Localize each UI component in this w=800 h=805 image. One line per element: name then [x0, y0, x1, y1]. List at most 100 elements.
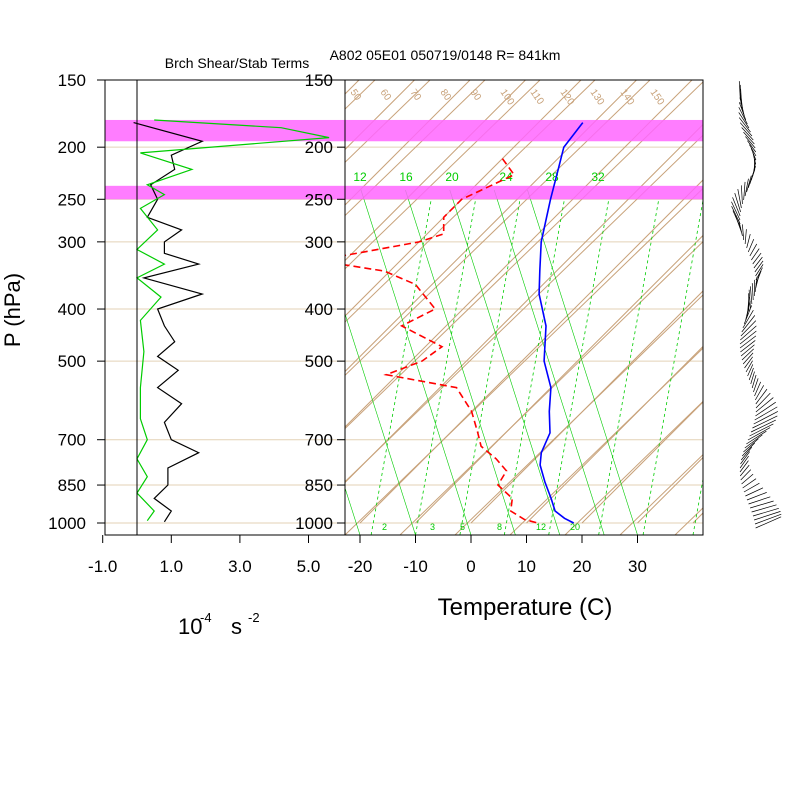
wind-barb [741, 470, 751, 480]
pressure-tick-label-right: 300 [305, 233, 333, 252]
wind-barb [749, 145, 756, 156]
isotherm-line [527, 80, 800, 523]
wind-barb [748, 172, 753, 188]
pressure-tick-label-right: 850 [305, 476, 333, 495]
theta-label: 90 [468, 87, 484, 103]
pressure-tick-label-left: 500 [58, 352, 86, 371]
wind-barb [740, 123, 752, 136]
pressure-tick-label-right: 200 [305, 138, 333, 157]
isotherm-line [638, 80, 800, 523]
isotherm-line [416, 80, 800, 523]
temp-tick-label: 20 [573, 557, 592, 576]
mixing-ratio-label: 8 [497, 522, 502, 532]
wind-barb [747, 234, 751, 248]
wind-barb [746, 431, 766, 444]
unit-exp: -4 [200, 610, 212, 625]
wind-barb [752, 505, 777, 512]
dry-adiabat-line [0, 80, 320, 535]
isotherm-line [0, 80, 193, 523]
dry-adiabat-line [345, 80, 800, 535]
isotherm-line [749, 80, 800, 523]
theta-e-label: 16 [399, 170, 413, 184]
temp-tick-label: 10 [517, 557, 536, 576]
wind-barb [741, 185, 742, 204]
pressure-tick-label-right: 250 [305, 190, 333, 209]
wind-barb [742, 474, 754, 484]
theta-e-label: 12 [353, 170, 367, 184]
pressure-tick-label-left: 250 [58, 190, 86, 209]
isotherm-line [693, 80, 800, 523]
pressure-tick-label-right: 500 [305, 352, 333, 371]
right-panel-title: A802 05E01 050719/0148 R= 841km [330, 47, 561, 63]
left-panel-title: Brch Shear/Stab Terms [165, 55, 309, 71]
pressure-tick-label-left: 700 [58, 431, 86, 450]
left-x-tick-label: 3.0 [228, 557, 252, 576]
pressure-tick-label-right: 150 [305, 71, 333, 90]
theta-label: 60 [378, 87, 394, 103]
theta-label: 150 [648, 87, 667, 107]
dry-adiabat-line [510, 80, 800, 535]
pressure-tick-label-right: 400 [305, 300, 333, 319]
isotherm-line [194, 80, 637, 523]
left-x-tick-label: 1.0 [159, 557, 183, 576]
wind-barb [755, 382, 761, 396]
wind-barb [748, 364, 753, 376]
wind-barb [740, 465, 749, 476]
theta-label: 140 [618, 87, 637, 107]
theta-label: 70 [408, 87, 424, 103]
pressure-tick-label-right: 700 [305, 431, 333, 450]
temp-tick-label: -20 [348, 557, 373, 576]
dry-adiabat-line [620, 80, 800, 535]
wind-barb [748, 428, 770, 440]
pressure-tick-label-left: 400 [58, 300, 86, 319]
theta-label: 120 [558, 87, 577, 107]
mixing-ratio-label: 2 [382, 522, 387, 532]
wind-barb [742, 128, 754, 140]
stability-term-line [137, 120, 329, 521]
pressure-tick-label-right: 1000 [295, 514, 333, 533]
pressure-axis-label: P (hPa) [0, 273, 25, 347]
wind-barb [753, 508, 779, 516]
highlight-band [105, 120, 703, 141]
pressure-tick-label-left: 850 [58, 476, 86, 495]
isotherm-line [0, 80, 304, 523]
unit-s: s [231, 614, 242, 639]
wind-barb [752, 283, 753, 300]
wind-barb [747, 141, 755, 152]
isotherm-line [27, 80, 470, 523]
highlight-band [105, 186, 703, 199]
wind-barb [751, 249, 759, 260]
dry-adiabat-line [400, 80, 800, 535]
mixing-ratio-label: 3 [430, 522, 435, 532]
unit-base: 10 [178, 614, 202, 639]
highlight-bands [105, 120, 703, 199]
theta-label: 110 [528, 87, 546, 107]
wind-barb [755, 385, 763, 400]
pressure-tick-label-left: 1000 [48, 514, 86, 533]
left-x-tick-label: -1.0 [88, 557, 117, 576]
wind-barb [744, 182, 745, 200]
wind-barb [753, 253, 761, 264]
wind-barb [750, 286, 752, 304]
dry-adiabat-line [0, 80, 265, 535]
wind-barb [739, 220, 743, 236]
pressure-tick-label-left: 150 [58, 71, 86, 90]
temperature-axis-label: Temperature (C) [438, 594, 613, 621]
dry-adiabat-line [565, 80, 800, 535]
theta-label: 130 [588, 87, 607, 107]
theta-e-label: 32 [591, 170, 605, 184]
wind-barb [752, 416, 777, 428]
pressure-tick-label-left: 200 [58, 138, 86, 157]
wind-barb [739, 102, 745, 120]
isotherm-line [0, 80, 248, 523]
temp-tick-label: 30 [628, 557, 647, 576]
mixing-ratio-label: 5 [460, 522, 465, 532]
theta-label: 80 [438, 87, 454, 103]
wind-barb [754, 257, 762, 268]
temp-tick-label: -10 [403, 557, 428, 576]
shear-term-line [134, 123, 203, 522]
left-x-tick-label: 5.0 [297, 557, 321, 576]
